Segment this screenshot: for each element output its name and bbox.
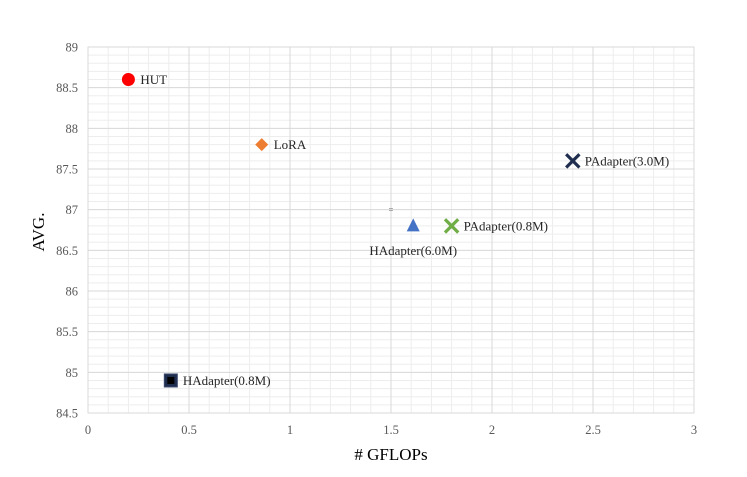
y-axis-title: AVG. <box>29 213 48 252</box>
x-tick-label: 0 <box>85 423 91 437</box>
y-tick-label: 87.5 <box>56 163 78 177</box>
point-marker-triangle <box>406 218 420 232</box>
x-tick-label: 3 <box>691 423 697 437</box>
x-tick-label: 1.5 <box>383 423 399 437</box>
data-points: HUT LoRA PAdapter(3.0M) HAdapter(6.0M) PAdap… <box>121 72 669 388</box>
x-axis-title: # GFLOPs <box>354 445 427 464</box>
x-tick-label: 2 <box>489 423 495 437</box>
major-gridlines <box>87 46 695 414</box>
y-tick-label: 89 <box>66 41 79 55</box>
data-point: PAdapter(0.8M) <box>443 218 548 234</box>
y-tick-label: 86.5 <box>56 244 78 258</box>
x-tick-labels: 0 0.5 1 1.5 2 2.5 3 <box>85 423 697 437</box>
y-tick-label: 88 <box>66 122 79 136</box>
y-tick-label: 87 <box>66 203 79 217</box>
y-tick-label: 84.5 <box>56 407 78 421</box>
y-tick-label: 88.5 <box>56 81 78 95</box>
point-label: HAdapter(6.0M) <box>369 243 457 258</box>
point-marker-x-stroke <box>443 218 460 234</box>
point-marker-x-stroke <box>565 153 581 169</box>
x-tick-label: 1 <box>287 423 293 437</box>
plot-area-border <box>87 46 695 414</box>
data-point: HUT <box>121 72 167 87</box>
x-tick-label: 0.5 <box>181 423 197 437</box>
data-point: HAdapter(6.0M) <box>369 218 457 258</box>
data-point: LoRA <box>255 137 307 152</box>
y-tick-label: 85.5 <box>56 325 78 339</box>
point-label: PAdapter(0.8M) <box>464 218 548 233</box>
stray-marker: = <box>389 205 394 214</box>
data-point: HAdapter(0.8M) <box>163 373 271 388</box>
point-marker-diamond <box>255 138 269 152</box>
y-tick-label: 86 <box>66 285 79 299</box>
point-label: HAdapter(0.8M) <box>183 373 271 388</box>
point-label: LoRA <box>274 137 307 152</box>
point-marker-circle <box>121 73 135 87</box>
data-point: PAdapter(3.0M) <box>565 153 669 169</box>
x-tick-label: 2.5 <box>585 423 601 437</box>
y-tick-label: 85 <box>66 366 79 380</box>
y-tick-labels: 84.5 85 85.5 86 86.5 87 87.5 88 88.5 89 <box>56 41 78 421</box>
point-marker-square-inner <box>167 376 175 384</box>
point-label: PAdapter(3.0M) <box>585 153 669 168</box>
point-label: HUT <box>140 72 167 87</box>
